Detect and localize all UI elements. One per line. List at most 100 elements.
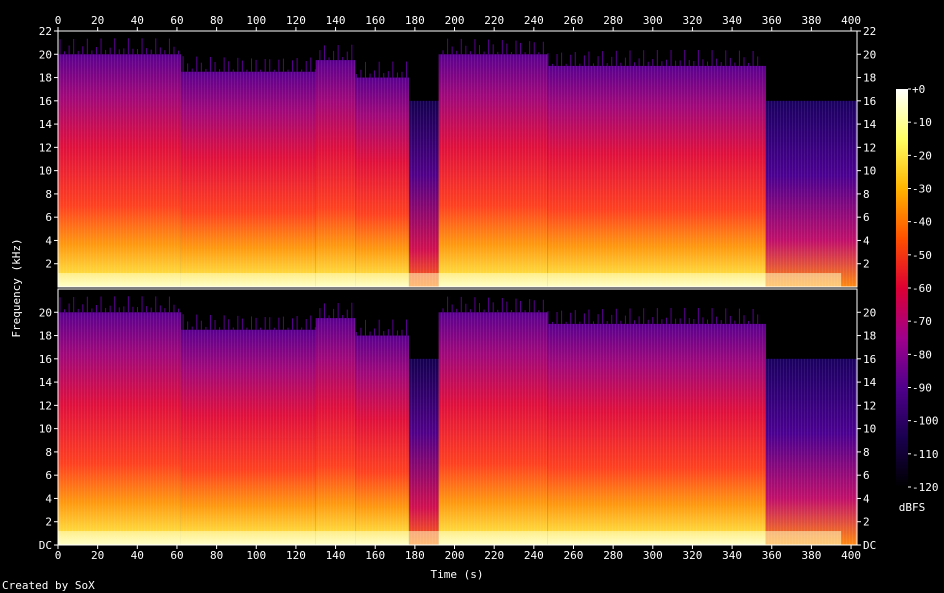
svg-text:2: 2 bbox=[45, 516, 52, 529]
svg-text:40: 40 bbox=[131, 549, 144, 562]
x-axis-label: Time (s) bbox=[431, 568, 484, 581]
svg-text:380: 380 bbox=[801, 549, 821, 562]
svg-text:8: 8 bbox=[863, 188, 870, 201]
svg-text:280: 280 bbox=[603, 549, 623, 562]
x-tick-label: 280 280 bbox=[603, 14, 623, 562]
spectrogram-panel-bottom bbox=[57, 288, 858, 546]
svg-text:-50: -50 bbox=[912, 249, 932, 262]
svg-text:-20: -20 bbox=[912, 149, 932, 162]
svg-text:280: 280 bbox=[603, 14, 623, 27]
svg-text:8: 8 bbox=[863, 446, 870, 459]
svg-text:4: 4 bbox=[863, 492, 870, 505]
colorbar: +0 -10 -20 -30 -40 -50 -60 -70 -80 -90 -100 -110 -12… bbox=[896, 83, 939, 494]
svg-text:120: 120 bbox=[286, 549, 306, 562]
x-tick-label: 380 380 bbox=[801, 14, 821, 562]
svg-text:20: 20 bbox=[91, 14, 104, 27]
svg-text:12: 12 bbox=[39, 141, 52, 154]
svg-text:200: 200 bbox=[445, 14, 465, 27]
svg-text:14: 14 bbox=[39, 376, 53, 389]
svg-text:2: 2 bbox=[863, 258, 870, 271]
svg-text:400: 400 bbox=[841, 14, 861, 27]
x-tick-label: 260 260 bbox=[564, 14, 584, 562]
svg-text:320: 320 bbox=[683, 549, 703, 562]
colorbar-tick-label: -40 bbox=[908, 216, 932, 229]
svg-text:160: 160 bbox=[365, 14, 385, 27]
svg-text:4: 4 bbox=[863, 234, 870, 247]
x-tick-label: 160 160 bbox=[365, 14, 385, 562]
x-tick-label: 00 bbox=[55, 14, 62, 562]
x-tick-label: 80 80 bbox=[210, 14, 223, 562]
created-by-credit: Created by SoX bbox=[2, 579, 95, 592]
x-tick-label: 60 60 bbox=[170, 14, 183, 562]
svg-text:12: 12 bbox=[863, 399, 876, 412]
svg-text:6: 6 bbox=[863, 211, 870, 224]
svg-text:220: 220 bbox=[484, 549, 504, 562]
svg-text:-90: -90 bbox=[912, 382, 932, 395]
colorbar-tick-label: -110 bbox=[908, 448, 939, 461]
y-tick-label: 14 14 bbox=[39, 118, 877, 131]
svg-text:12: 12 bbox=[39, 399, 52, 412]
svg-text:4: 4 bbox=[45, 234, 52, 247]
svg-text:360: 360 bbox=[762, 549, 782, 562]
x-tick-label: 120 120 bbox=[286, 14, 306, 562]
svg-text:16: 16 bbox=[39, 95, 52, 108]
svg-text:-120: -120 bbox=[912, 481, 939, 494]
colorbar-tick-label: -20 bbox=[908, 149, 932, 162]
svg-text:20: 20 bbox=[91, 549, 104, 562]
x-tick-label: 140 140 bbox=[326, 14, 346, 562]
x-tick-label: 320 320 bbox=[683, 14, 703, 562]
svg-text:400: 400 bbox=[841, 549, 861, 562]
svg-text:14: 14 bbox=[863, 118, 877, 131]
svg-text:-60: -60 bbox=[912, 282, 932, 295]
svg-text:60: 60 bbox=[170, 549, 183, 562]
svg-text:340: 340 bbox=[722, 549, 742, 562]
svg-text:140: 140 bbox=[326, 14, 346, 27]
y-tick-label: 18 18 bbox=[39, 330, 877, 343]
colorbar-tick-label: -60 bbox=[908, 282, 932, 295]
x-tick-label: 340 340 bbox=[722, 14, 742, 562]
colorbar-label: dBFS bbox=[899, 501, 926, 514]
svg-text:DC: DC bbox=[39, 539, 52, 552]
svg-text:300: 300 bbox=[643, 549, 663, 562]
y-tick-label: 12 12 bbox=[39, 399, 877, 412]
y-tick-label: 16 16 bbox=[39, 353, 877, 366]
x-tick-label: 40 40 bbox=[131, 14, 144, 562]
svg-text:8: 8 bbox=[45, 446, 52, 459]
colorbar-gradient bbox=[896, 89, 908, 487]
colorbar-tick-label: -10 bbox=[908, 116, 932, 129]
svg-text:100: 100 bbox=[246, 549, 266, 562]
svg-text:2: 2 bbox=[45, 258, 52, 271]
svg-text:10: 10 bbox=[39, 165, 52, 178]
svg-text:-30: -30 bbox=[912, 183, 932, 196]
svg-text:-40: -40 bbox=[912, 216, 932, 229]
y-tick-label: 18 18 bbox=[39, 72, 877, 85]
colorbar-tick-label: +0 bbox=[908, 83, 925, 96]
svg-text:180: 180 bbox=[405, 14, 425, 27]
svg-text:180: 180 bbox=[405, 549, 425, 562]
svg-text:100: 100 bbox=[246, 14, 266, 27]
svg-text:-100: -100 bbox=[912, 415, 939, 428]
svg-text:240: 240 bbox=[524, 14, 544, 27]
svg-text:360: 360 bbox=[762, 14, 782, 27]
svg-text:16: 16 bbox=[863, 95, 876, 108]
svg-text:14: 14 bbox=[863, 376, 877, 389]
svg-text:10: 10 bbox=[863, 423, 876, 436]
svg-text:20: 20 bbox=[39, 48, 52, 61]
x-tick-label: 360 360 bbox=[762, 14, 782, 562]
x-tick-label: 220 220 bbox=[484, 14, 504, 562]
svg-text:140: 140 bbox=[326, 549, 346, 562]
x-tick-label: 240 240 bbox=[524, 14, 544, 562]
svg-text:4: 4 bbox=[45, 492, 52, 505]
svg-text:320: 320 bbox=[683, 14, 703, 27]
svg-text:340: 340 bbox=[722, 14, 742, 27]
colorbar-tick-label: -100 bbox=[908, 415, 939, 428]
svg-text:200: 200 bbox=[445, 549, 465, 562]
svg-text:22: 22 bbox=[863, 25, 876, 38]
